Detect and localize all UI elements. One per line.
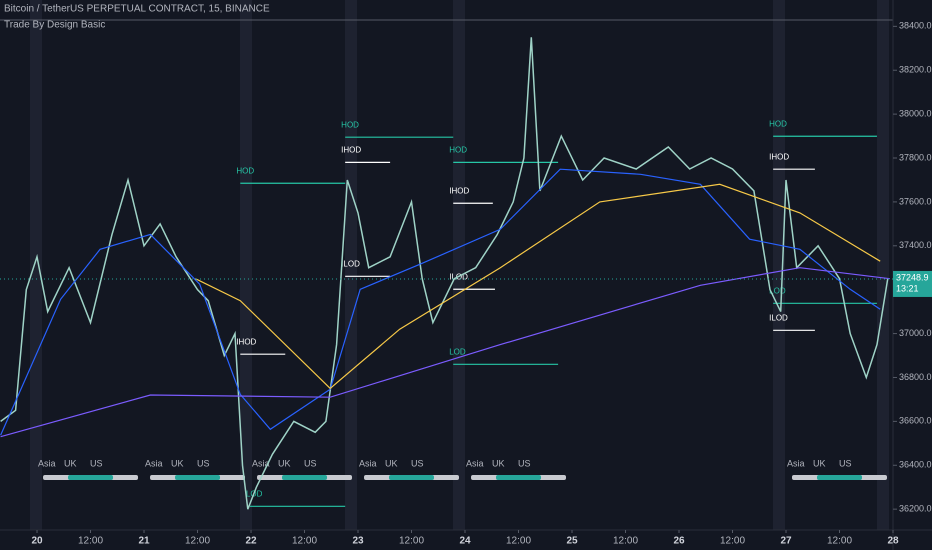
session-label: US — [839, 458, 852, 468]
session-label: UK — [492, 458, 505, 468]
y-tick-label: 36400.0 — [899, 460, 932, 470]
x-tick-label: 24 — [459, 536, 471, 547]
level-label: HOD — [449, 146, 467, 155]
x-tick-label: 12:00 — [399, 536, 424, 547]
session-bar-active — [389, 475, 435, 480]
level-label: IHOD — [341, 146, 361, 155]
series-line — [0, 267, 890, 438]
session-label: UK — [171, 458, 184, 468]
x-tick-label: 23 — [352, 536, 364, 547]
session-label: Asia — [38, 458, 56, 468]
level-label: HOD — [236, 166, 254, 175]
x-tick-label: 12:00 — [506, 536, 531, 547]
x-tick-label: 27 — [780, 536, 792, 547]
chart-title: Bitcoin / TetherUS PERPETUAL CONTRACT, 1… — [4, 4, 270, 15]
session-label: Asia — [145, 458, 163, 468]
session-bar-active — [282, 475, 328, 480]
y-tick-label: 38400.0 — [899, 21, 932, 31]
session-label: US — [411, 458, 424, 468]
session-label: US — [197, 458, 210, 468]
level-label: IHOD — [769, 152, 789, 161]
x-tick-label: 12:00 — [827, 536, 852, 547]
session-label: Asia — [359, 458, 377, 468]
series-line — [195, 183, 881, 390]
x-tick-label: 26 — [673, 536, 685, 547]
last-price-box — [893, 270, 932, 297]
y-tick-label: 36600.0 — [899, 416, 932, 426]
x-tick-label: 21 — [138, 536, 150, 547]
x-tick-label: 12:00 — [185, 536, 210, 547]
y-tick-label: 36800.0 — [899, 372, 932, 382]
y-tick-label: 38000.0 — [899, 108, 932, 118]
series-line — [0, 37, 889, 510]
x-tick-label: 12:00 — [613, 536, 638, 547]
x-tick-label: 12:00 — [78, 536, 103, 547]
session-bar-active — [817, 475, 863, 480]
session-label: UK — [64, 458, 77, 468]
series-line — [0, 168, 881, 436]
x-tick-label: 20 — [31, 536, 43, 547]
x-tick-label: 12:00 — [720, 536, 745, 547]
level-label: LOD — [449, 347, 466, 356]
y-tick-label: 37000.0 — [899, 328, 932, 338]
y-tick-label: 37600.0 — [899, 196, 932, 206]
indicator-name: Trade By Design Basic — [4, 20, 105, 31]
session-label: US — [304, 458, 317, 468]
last-price: 37248.9 — [896, 272, 929, 282]
y-tick-label: 36200.0 — [899, 504, 932, 514]
session-bar-active — [68, 475, 114, 480]
session-label: Asia — [787, 458, 805, 468]
session-label: UK — [278, 458, 291, 468]
y-tick-label: 37400.0 — [899, 240, 932, 250]
session-label: US — [90, 458, 103, 468]
x-tick-label: 22 — [245, 536, 257, 547]
level-label: IHOD — [236, 337, 256, 346]
session-bar-active — [175, 475, 221, 480]
countdown: 13:21 — [896, 283, 919, 293]
x-tick-label: 25 — [566, 536, 578, 547]
level-label: ILOD — [769, 313, 788, 322]
level-label: ILOD — [341, 259, 360, 268]
session-label: UK — [385, 458, 398, 468]
x-tick-label: 28 — [887, 536, 899, 547]
level-label: HOD — [769, 119, 787, 128]
session-bar-active — [496, 475, 542, 480]
y-tick-label: 37800.0 — [899, 152, 932, 162]
session-label: UK — [813, 458, 826, 468]
session-label: Asia — [252, 458, 270, 468]
shaded-bands — [30, 0, 889, 530]
level-label: HOD — [341, 120, 359, 129]
x-tick-label: 12:00 — [292, 536, 317, 547]
level-label: LOD — [769, 286, 786, 295]
session-label: US — [518, 458, 531, 468]
level-label: IHOD — [449, 186, 469, 195]
session-label: Asia — [466, 458, 484, 468]
y-tick-label: 38200.0 — [899, 65, 932, 75]
